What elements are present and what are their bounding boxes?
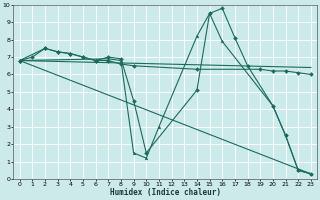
X-axis label: Humidex (Indice chaleur): Humidex (Indice chaleur) xyxy=(110,188,221,197)
